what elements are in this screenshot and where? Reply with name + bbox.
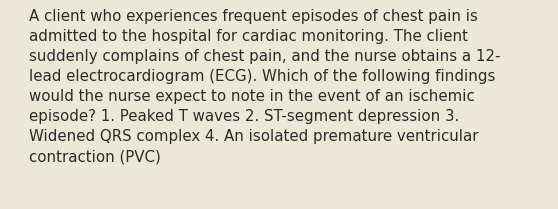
Text: A client who experiences frequent episodes of chest pain is
admitted to the hosp: A client who experiences frequent episod…: [28, 9, 500, 164]
